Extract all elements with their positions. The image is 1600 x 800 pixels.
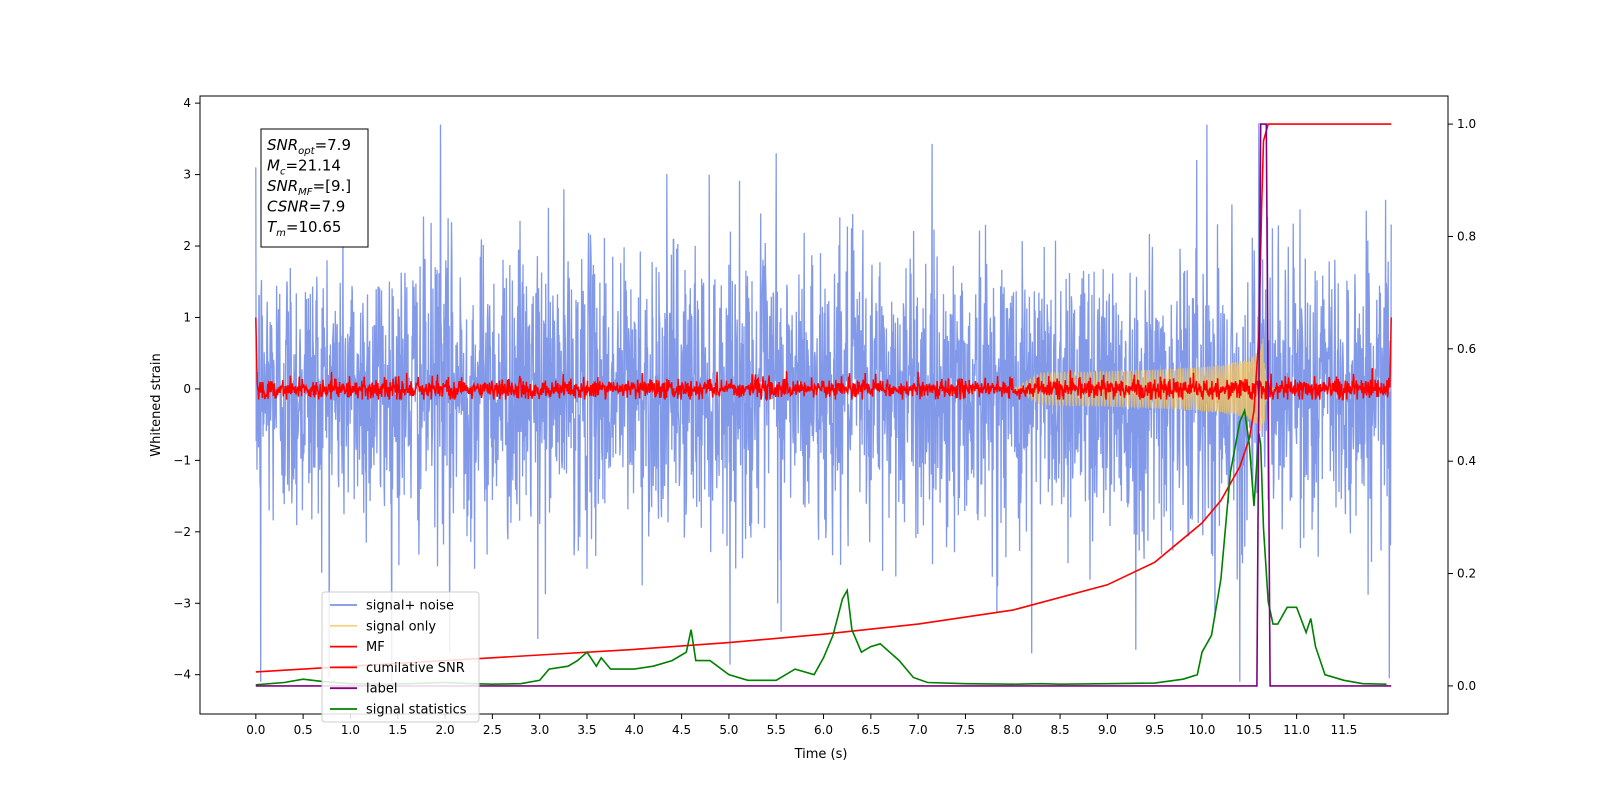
y2-tick-label: 0.8 (1457, 229, 1476, 243)
series-label (255, 123, 1392, 687)
x-tick-label: 4.0 (625, 723, 644, 737)
x-tick-label: 2.5 (483, 723, 502, 737)
y2-tick-label: 0.4 (1457, 454, 1476, 468)
y-tick-label: 4 (183, 96, 191, 110)
x-tick-label: 6.0 (814, 723, 833, 737)
series-mf (255, 317, 1392, 402)
x-tick-label: 9.0 (1098, 723, 1117, 737)
x-tick-label: 11.5 (1331, 723, 1358, 737)
y2-tick-label: 0.6 (1457, 342, 1476, 356)
legend-label: signal statistics (366, 703, 467, 718)
y-tick-label: −2 (173, 525, 191, 539)
y-tick-label: −3 (173, 596, 191, 610)
y2-tick-label: 0.2 (1457, 567, 1476, 581)
x-tick-label: 7.5 (956, 723, 975, 737)
y-tick-label: 2 (183, 239, 191, 253)
x-tick-label: 7.0 (909, 723, 928, 737)
series-signal-statistics (255, 407, 1387, 686)
y2-tick-label: 0.0 (1457, 679, 1476, 693)
y2-tick-label: 1.0 (1457, 117, 1476, 131)
x-tick-label: 11.0 (1283, 723, 1310, 737)
x-tick-label: 0.5 (294, 723, 313, 737)
legend: signal+ noise signal only MF cumilative SNR… (321, 591, 480, 723)
x-tick-label: 5.0 (719, 723, 738, 737)
y-axis-left: −4 −3 −2 −1 0 1 2 3 4 (173, 96, 200, 682)
annotation-frame (260, 128, 369, 248)
x-tick-label: 5.5 (767, 723, 786, 737)
annotation-line: Tm=10.65 (267, 218, 341, 239)
x-tick-label: 9.5 (1145, 723, 1164, 737)
legend-frame (321, 591, 480, 723)
x-tick-label: 3.0 (530, 723, 549, 737)
x-tick-label: 6.5 (861, 723, 880, 737)
y-tick-label: −1 (173, 453, 191, 467)
y-tick-label: −4 (173, 668, 191, 682)
y-tick-label: 1 (183, 310, 191, 324)
legend-label: signal only (366, 619, 436, 634)
y-axis-right: 0.0 0.2 0.4 0.6 0.8 1.0 (1448, 117, 1476, 693)
y-axis-label: Whitened strain (149, 353, 164, 456)
annotation-line: CSNR=7.9 (267, 198, 345, 216)
x-tick-label: 8.5 (1051, 723, 1070, 737)
x-tick-label: 1.0 (341, 723, 360, 737)
legend-label: MF (366, 640, 385, 655)
x-tick-label: 4.5 (672, 723, 691, 737)
legend-label: label (366, 682, 397, 697)
series-cumulative-snr (255, 123, 1392, 673)
legend-label: signal+ noise (366, 599, 454, 614)
x-tick-label: 10.5 (1236, 723, 1263, 737)
plot-area (255, 123, 1392, 687)
x-tick-label: 3.5 (577, 723, 596, 737)
legend-label: cumilative SNR (366, 661, 465, 676)
x-tick-label: 1.5 (388, 723, 407, 737)
y-tick-label: 0 (183, 382, 191, 396)
x-tick-label: 8.0 (1003, 723, 1022, 737)
annotation-line: Mc=21.14 (267, 157, 341, 178)
annotation-line: SNRopt=7.9 (267, 136, 351, 157)
y-tick-label: 3 (183, 168, 191, 182)
x-tick-label: 2.0 (436, 723, 455, 737)
annotation-line: SNRMF=[9.] (267, 177, 351, 198)
x-tick-label: 0.0 (246, 723, 265, 737)
x-tick-label: 10.0 (1189, 723, 1216, 737)
x-axis-label: Time (s) (794, 747, 848, 762)
x-axis: 0.0 0.5 1.0 1.5 2.0 2.5 3.0 3.5 4.0 4.5 5.0 5.5 6.0 6… (246, 714, 1357, 737)
